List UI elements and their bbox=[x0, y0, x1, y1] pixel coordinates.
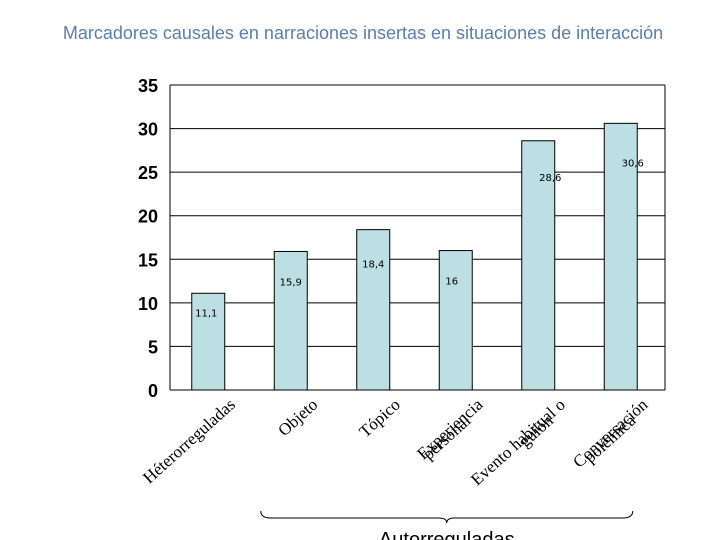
y-tick-label: 20 bbox=[138, 207, 158, 227]
y-tick-label: 25 bbox=[138, 163, 158, 183]
category-label: Tópico bbox=[355, 395, 404, 441]
y-tick-label: 35 bbox=[138, 76, 158, 96]
y-tick-label: 15 bbox=[138, 250, 158, 270]
bar bbox=[191, 292, 226, 391]
data-label: 11,1 bbox=[195, 308, 217, 319]
bar bbox=[603, 122, 638, 391]
group-brace bbox=[260, 510, 634, 524]
y-tick-label: 30 bbox=[138, 120, 158, 140]
bars bbox=[191, 122, 638, 391]
chart-title: Marcadores causales en narraciones inser… bbox=[62, 23, 664, 43]
bar bbox=[356, 229, 391, 391]
category-label: Objeto bbox=[274, 395, 321, 440]
y-tick-label: 0 bbox=[148, 381, 158, 401]
bar bbox=[273, 250, 308, 391]
group-label: Autorreguladas bbox=[379, 529, 515, 540]
data-labels: 11,1 15,9 18,4 16 28,6 30,6 bbox=[195, 158, 644, 319]
bar bbox=[438, 250, 473, 391]
y-tick-label: 5 bbox=[148, 337, 158, 357]
data-label: 30,6 bbox=[622, 158, 644, 169]
data-label: 18,4 bbox=[362, 260, 384, 271]
y-tick-label: 10 bbox=[138, 294, 158, 314]
data-label: 15,9 bbox=[280, 277, 302, 288]
bar bbox=[521, 140, 556, 391]
group-bracket: Autorreguladas bbox=[260, 510, 634, 540]
y-axis-ticks: 0 5 10 15 20 25 30 35 bbox=[138, 76, 158, 401]
category-label: Héterorreguladas bbox=[139, 395, 239, 487]
data-label: 16 bbox=[445, 277, 458, 288]
x-axis-labels: Héterorreguladas Objeto Tópico Experienciap… bbox=[139, 395, 652, 490]
gridlines bbox=[169, 84, 666, 391]
data-label: 28,6 bbox=[539, 173, 561, 184]
